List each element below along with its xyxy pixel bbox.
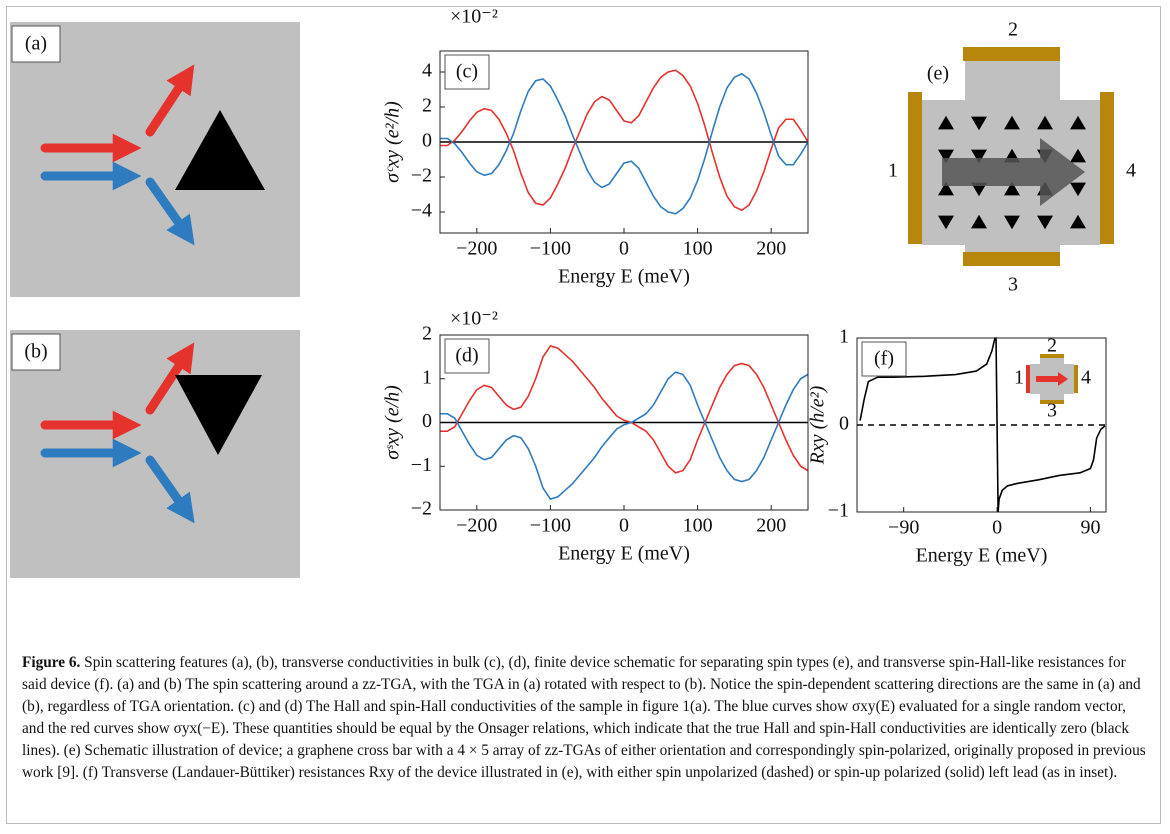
y-tick-label: −2 [411, 498, 432, 520]
inset-lead-label: 3 [1047, 400, 1057, 422]
x-tick-label: 100 [683, 515, 713, 537]
y-tick-label: 0 [422, 130, 432, 152]
x-tick-label: 0 [619, 238, 629, 260]
tga [1004, 115, 1020, 130]
inset-lead-label: 2 [1047, 335, 1057, 357]
y-axis-label: σˢxy (e/h) [382, 385, 404, 460]
panel-label: (b) [24, 341, 47, 363]
tga [1037, 215, 1053, 230]
x-tick-label: 200 [756, 238, 786, 260]
y-axis-label: σᶜxy (e²/h) [382, 101, 404, 183]
panel-label-box [444, 338, 490, 374]
x-tick-label: 0 [619, 515, 629, 537]
tga [971, 149, 987, 164]
tga [938, 149, 954, 164]
chart: −90 0 90 −1 0 1 (f) Energy E (meV) Rxy (h/e²) 1 2 3… [807, 326, 1107, 567]
y-tick-label: −4 [411, 200, 432, 222]
tga [1004, 181, 1020, 196]
lead-label: 4 [1126, 160, 1136, 182]
axis-multiplier: ×10⁻² [450, 308, 498, 330]
x-axis-label: Energy E (meV) [916, 545, 1048, 567]
tga [1004, 215, 1020, 230]
panel-label: (c) [456, 61, 478, 83]
x-tick-label: −200 [456, 238, 497, 260]
plot-frame [439, 334, 809, 511]
x-tick-label: −200 [456, 515, 497, 537]
inset-lead [1040, 400, 1064, 404]
line [440, 72, 809, 215]
axis-multiplier: ×10⁻² [450, 6, 498, 28]
x-tick-label: 100 [683, 238, 713, 260]
y-tick-label: −1 [411, 454, 432, 476]
x-tick-label: 200 [756, 515, 786, 537]
line [440, 69, 809, 212]
chart: −200 −100 0 100 200 −2 −1 0 1 2 (d) ×10⁻² Energy E (… [382, 308, 809, 565]
panel-label: (d) [455, 345, 478, 367]
inset-lead [1040, 354, 1064, 358]
caption-text: Spin scattering features (a), (b), trans… [22, 654, 1146, 781]
tga [938, 181, 954, 196]
tga [938, 115, 954, 130]
plot-frame [856, 337, 1107, 513]
inset-lead-label: 1 [1014, 367, 1024, 389]
panel-label: (f) [874, 348, 894, 370]
inset-lead-label: 4 [1081, 367, 1091, 389]
panel-b: (b) [10, 330, 300, 578]
x-tick-label: −100 [530, 238, 571, 260]
y-tick-label: −1 [828, 500, 849, 522]
inset-lead [1074, 365, 1078, 393]
x-axis-label: Energy E (meV) [558, 543, 690, 565]
y-axis-label: Rxy (h/e²) [807, 385, 829, 465]
panel-label: (a) [25, 33, 47, 55]
tga [1070, 115, 1086, 130]
inset-arrow [1036, 372, 1068, 386]
y-tick-label: 1 [839, 326, 849, 348]
tga [1070, 214, 1086, 229]
figure: (a) (b) (e) 1 2 3 4 −200 −100 0 100 200−4−20… [10, 6, 1136, 578]
panel-a: (a) [10, 22, 300, 297]
lead-label: 1 [888, 160, 898, 182]
inset-lead [1026, 365, 1030, 393]
x-tick-label: −90 [888, 517, 919, 539]
panel-label: (e) [927, 63, 949, 85]
current-arrow [942, 138, 1085, 206]
y-tick-label: 1 [422, 366, 432, 388]
y-tick-label: 2 [422, 95, 432, 117]
plot-frame [439, 50, 809, 234]
tga [1070, 148, 1086, 163]
y-tick-label: 0 [422, 410, 432, 432]
figure-border [6, 6, 1161, 824]
panel-e: (e) 1 2 3 4 [888, 19, 1136, 296]
x-axis-label: Energy E (meV) [558, 266, 690, 288]
y-tick-label: 2 [422, 323, 432, 345]
panel-label-box [444, 54, 490, 90]
x-tick-label: 90 [1080, 517, 1100, 539]
line [859, 337, 1106, 513]
caption-label: Figure 6. [22, 654, 81, 671]
line [440, 345, 809, 474]
y-tick-label: 0 [839, 413, 849, 435]
tga [1070, 182, 1086, 197]
x-tick-label: 0 [992, 517, 1002, 539]
y-tick-label: −2 [411, 165, 432, 187]
line [440, 371, 809, 500]
lead-label: 3 [1008, 274, 1018, 296]
tga [971, 214, 987, 229]
x-tick-label: −100 [530, 515, 571, 537]
tga [971, 116, 987, 131]
caption: Figure 6. Spin scattering features (a), … [22, 652, 1150, 784]
chart: −200 −100 0 100 200 −4 −2 0 2 4 (c) ×10⁻² Energy E (… [382, 6, 809, 288]
tga [1037, 115, 1053, 130]
lead-label: 2 [1008, 19, 1018, 41]
y-tick-label: 4 [422, 60, 432, 82]
panel-label-box [861, 341, 907, 377]
tga [938, 215, 954, 230]
